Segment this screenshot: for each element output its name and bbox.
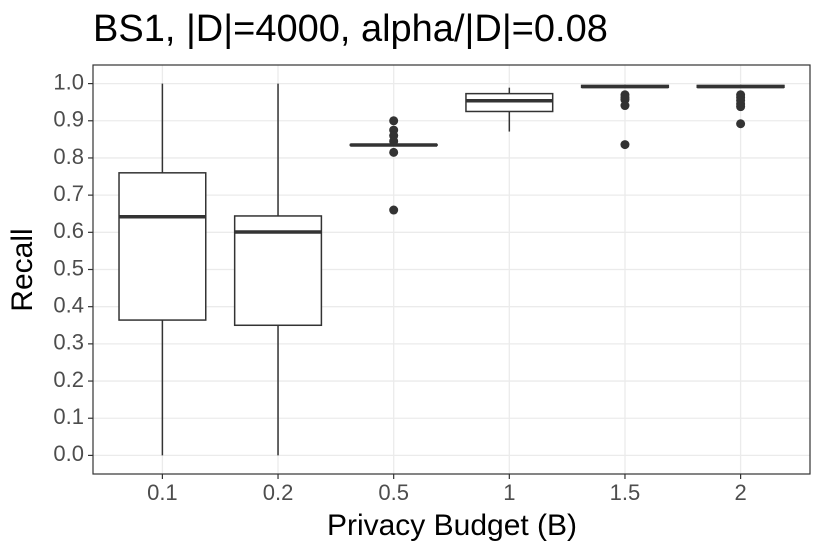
outlier xyxy=(389,147,399,157)
y-tick-label: 0.7 xyxy=(53,181,84,206)
panel-border xyxy=(92,64,811,475)
x-tick-label: 0.1 xyxy=(147,480,178,505)
y-tick-label: 0.3 xyxy=(53,330,84,355)
x-axis-title: Privacy Budget (B) xyxy=(327,509,577,542)
box xyxy=(233,215,323,327)
x-tick-label: 0.5 xyxy=(378,480,409,505)
box xyxy=(465,92,554,113)
outlier xyxy=(620,101,630,111)
box xyxy=(118,172,207,321)
chart-title: BS1, |D|=4000, alpha/|D|=0.08 xyxy=(93,8,608,50)
y-tick-label: 0.4 xyxy=(53,292,84,317)
y-tick-label: 0.0 xyxy=(53,441,84,466)
y-tick-label: 0.2 xyxy=(53,367,84,392)
y-tick-label: 0.5 xyxy=(53,255,84,280)
y-tick-label: 0.1 xyxy=(53,404,84,429)
outlier xyxy=(389,136,399,146)
x-tick-label: 1.5 xyxy=(610,480,641,505)
outlier xyxy=(620,140,630,150)
y-axis-title: Recall xyxy=(6,228,39,311)
outlier xyxy=(389,116,399,126)
x-tick-label: 1 xyxy=(503,480,515,505)
outlier xyxy=(736,119,746,129)
y-tick-label: 1.0 xyxy=(53,69,84,94)
y-tick-label: 0.9 xyxy=(53,107,84,132)
x-tick-label: 2 xyxy=(734,480,746,505)
outlier xyxy=(736,102,746,112)
y-tick-label: 0.6 xyxy=(53,218,84,243)
x-tick-label: 0.2 xyxy=(263,480,294,505)
y-tick-label: 0.8 xyxy=(53,144,84,169)
outlier xyxy=(389,205,399,215)
